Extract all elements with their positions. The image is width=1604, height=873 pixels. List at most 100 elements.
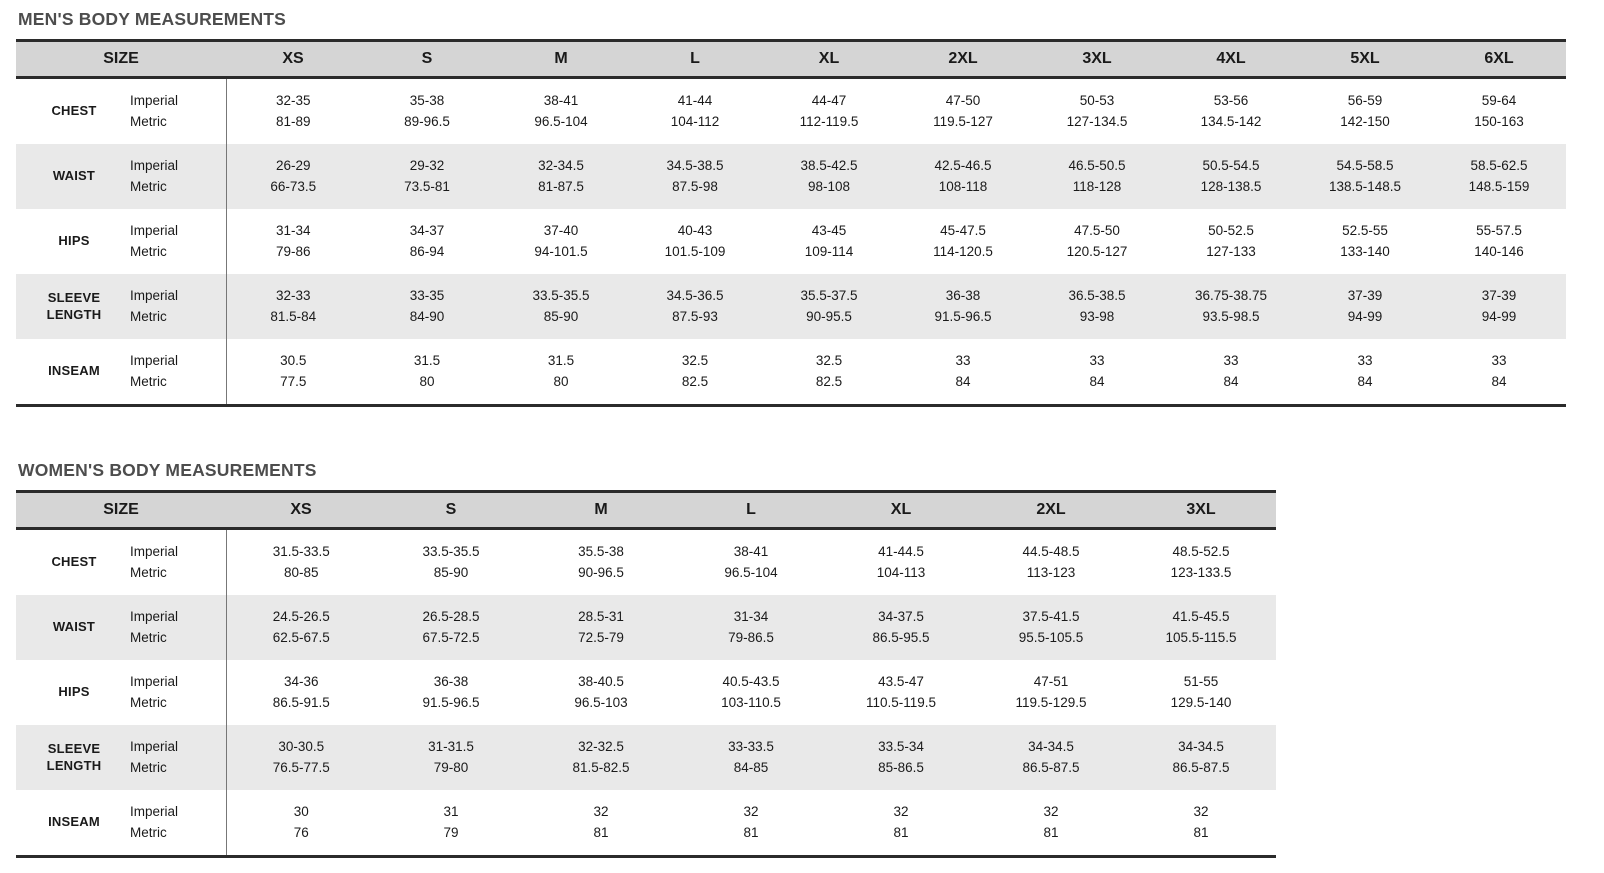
imperial-value: 32	[1193, 803, 1209, 819]
measurement-cell: 29-32 73.5-81	[360, 144, 494, 209]
imperial-value: 45-47.5	[940, 222, 986, 238]
metric-value: 81	[743, 824, 759, 840]
metric-value: 86.5-87.5	[1172, 759, 1230, 775]
measurement-cell: 30.5 77.5	[226, 339, 360, 406]
measurement-cell: 31-34 79-86	[226, 209, 360, 274]
imperial-value: 41-44.5	[878, 543, 924, 559]
metric-value: 87.5-98	[672, 178, 718, 194]
metric-value: 123-133.5	[1170, 564, 1232, 580]
metric-value: 128-138.5	[1200, 178, 1262, 194]
womens-unit-labels: Imperial Metric	[128, 595, 227, 660]
unit-label: Imperial	[130, 738, 179, 754]
measurement-cell: 59-64 150-163	[1432, 78, 1566, 145]
metric-value: 150-163	[1474, 113, 1524, 129]
imperial-value: 31.5	[413, 352, 441, 368]
metric-value: 104-112	[670, 113, 720, 129]
measurement-cell: 47-51 119.5-129.5	[976, 660, 1126, 725]
metric-value: 127-134.5	[1066, 113, 1128, 129]
mens-unit-labels: Imperial Metric	[128, 77, 227, 144]
measurement-cell: 32 81	[826, 790, 976, 857]
mens-unit-labels: Imperial Metric	[128, 339, 227, 406]
womens-unit-labels: Imperial Metric	[128, 528, 227, 595]
womens-size-column-header: L	[676, 491, 826, 530]
unit-label: Metric	[130, 243, 167, 259]
imperial-value: 34-34.5	[1178, 738, 1224, 754]
metric-value: 79	[443, 824, 459, 840]
imperial-value: 47.5-50	[1074, 222, 1120, 238]
imperial-value: 33	[1357, 352, 1373, 368]
metric-value: 148.5-159	[1468, 178, 1530, 194]
imperial-value: 32.5	[681, 352, 709, 368]
unit-label: Metric	[130, 629, 167, 645]
metric-value: 81.5-82.5	[572, 759, 630, 775]
imperial-value: 48.5-52.5	[1172, 543, 1230, 559]
metric-value: 138.5-148.5	[1328, 178, 1402, 194]
mens-unit-labels: Imperial Metric	[128, 144, 227, 209]
mens-section: MEN'S BODY MEASUREMENTS SIZE XS S M L XL 2XL 3X…	[16, 0, 1588, 407]
measurement-cell: 47.5-50 120.5-127	[1030, 209, 1164, 274]
metric-value: 76	[293, 824, 309, 840]
imperial-value: 37.5-41.5	[1022, 608, 1080, 624]
table-row: WAIST Imperial Metric 26-29 66-73.5 29-32 73.5…	[16, 144, 1566, 209]
table-row: SLEEVE LENGTH Imperial Metric 30-30.5 76.5-77…	[16, 725, 1276, 790]
measurement-cell: 33 84	[1432, 339, 1566, 406]
metric-value: 103-110.5	[721, 694, 781, 710]
imperial-value: 33	[955, 352, 971, 368]
imperial-value: 36-38	[945, 287, 981, 303]
imperial-value: 32	[1043, 803, 1059, 819]
imperial-value: 33.5-35.5	[422, 543, 480, 559]
imperial-value: 41.5-45.5	[1172, 608, 1230, 624]
imperial-value: 32-34.5	[538, 157, 584, 173]
mens-size-column-header: 2XL	[896, 40, 1030, 79]
metric-value: 90-95.5	[806, 308, 852, 324]
measurement-cell: 31.5-33.5 80-85	[226, 529, 376, 596]
imperial-value: 58.5-62.5	[1470, 157, 1528, 173]
metric-value: 108-118	[938, 178, 988, 194]
metric-value: 119.5-129.5	[1015, 694, 1087, 710]
measurement-cell: 41-44 104-112	[628, 78, 762, 145]
measurement-cell: 37-39 94-99	[1432, 274, 1566, 339]
measurement-cell: 33.5-35.5 85-90	[494, 274, 628, 339]
metric-value: 114-120.5	[933, 243, 993, 259]
measurement-cell: 58.5-62.5 148.5-159	[1432, 144, 1566, 209]
metric-value: 80	[419, 373, 435, 389]
mens-measurements-table: SIZE XS S M L XL 2XL 3XL 4XL 5XL 6XL CHEST Imperial…	[16, 39, 1566, 407]
metric-value: 87.5-93	[672, 308, 718, 324]
measurement-cell: 36-38 91.5-96.5	[896, 274, 1030, 339]
metric-value: 86-94	[409, 243, 445, 259]
measurement-cell: 41.5-45.5 105.5-115.5	[1126, 595, 1276, 660]
imperial-value: 37-40	[543, 222, 579, 238]
metric-value: 112-119.5	[799, 113, 859, 129]
mens-measurement-label: HIPS	[58, 233, 90, 249]
imperial-value: 41-44	[677, 92, 713, 108]
metric-value: 104-113	[876, 564, 926, 580]
imperial-value: 40-43	[677, 222, 713, 238]
metric-value: 81-89	[275, 113, 311, 129]
metric-value: 120.5-127	[1066, 243, 1128, 259]
womens-size-column-header: XL	[826, 491, 976, 530]
unit-label: Imperial	[130, 608, 179, 624]
imperial-value: 24.5-26.5	[272, 608, 330, 624]
metric-value: 91.5-96.5	[934, 308, 992, 324]
measurement-cell: 32-34.5 81-87.5	[494, 144, 628, 209]
imperial-value: 35-38	[409, 92, 445, 108]
imperial-value: 34.5-36.5	[666, 287, 724, 303]
imperial-value: 32	[743, 803, 759, 819]
measurement-cell: 50-52.5 127-133	[1164, 209, 1298, 274]
measurement-cell: 43.5-47 110.5-119.5	[826, 660, 976, 725]
measurement-cell: 34-34.5 86.5-87.5	[976, 725, 1126, 790]
imperial-value: 37-39	[1481, 287, 1517, 303]
womens-measurements-table: SIZE XS S M L XL 2XL 3XL CHEST Imperial Metric 31.…	[16, 490, 1276, 858]
measurement-cell: 38-41 96.5-104	[494, 78, 628, 145]
measurement-cell: 36.75-38.75 93.5-98.5	[1164, 274, 1298, 339]
measurement-cell: 33 84	[896, 339, 1030, 406]
mens-size-column-header: 5XL	[1298, 40, 1432, 79]
unit-label: Imperial	[130, 92, 179, 108]
measurement-cell: 47-50 119.5-127	[896, 78, 1030, 145]
table-row: CHEST Imperial Metric 31.5-33.5 80-85 33.5-35…	[16, 528, 1276, 596]
measurement-cell: 31 79	[376, 790, 526, 857]
metric-value: 127-133	[1206, 243, 1256, 259]
measurement-cell: 31.5 80	[360, 339, 494, 406]
unit-label: Imperial	[130, 673, 179, 689]
measurement-cell: 46.5-50.5 118-128	[1030, 144, 1164, 209]
